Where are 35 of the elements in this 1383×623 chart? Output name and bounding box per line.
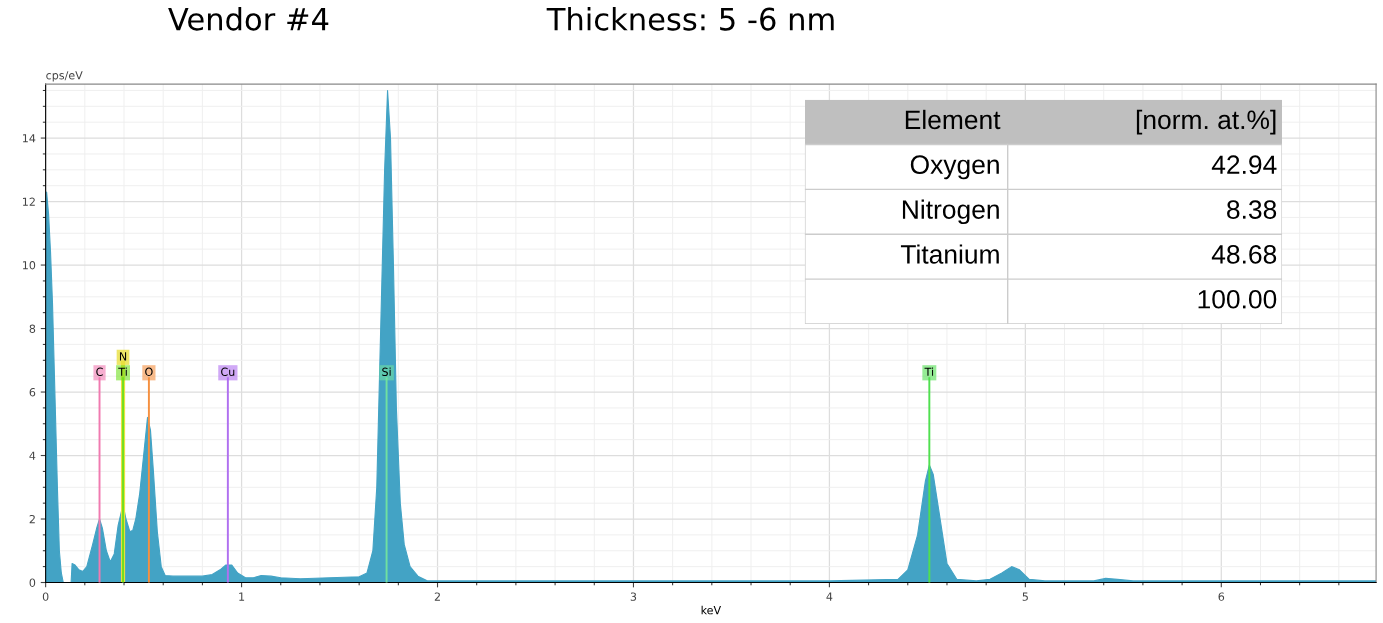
y-tick-label: 0 bbox=[29, 578, 36, 587]
y-tick-label: 2 bbox=[29, 514, 35, 524]
y-tick-label: 10 bbox=[23, 261, 36, 270]
x-axis-title: keV bbox=[701, 605, 721, 615]
chart-title: Vendor #4 bbox=[168, 7, 329, 31]
x-tick-label: 0 bbox=[42, 592, 49, 601]
data-label: 48.68 bbox=[1211, 245, 1277, 264]
text: [norm. at.%] bbox=[1136, 109, 1276, 135]
text: 100.00 bbox=[1198, 289, 1277, 309]
y-axis-title: cps/eV bbox=[46, 71, 83, 82]
x-tick-label: 2 bbox=[434, 592, 440, 601]
data-label: 42.94 bbox=[1211, 155, 1277, 175]
ref-line-label: O bbox=[145, 367, 153, 377]
y-tick-label: 4 bbox=[29, 451, 36, 460]
x-tick-label: 3 bbox=[630, 592, 637, 601]
x-tick-label: 6 bbox=[1218, 592, 1225, 601]
category-label: Oxygen bbox=[910, 155, 999, 180]
chart-subtitle: Thickness: 5 -6 nm bbox=[546, 7, 834, 31]
ref-line-label: Ti bbox=[924, 367, 934, 376]
y-tick-label: 8 bbox=[29, 324, 36, 333]
ref-line-label: Cu bbox=[221, 367, 235, 377]
data-label: 8.38 bbox=[1227, 200, 1277, 219]
x-tick-label: 5 bbox=[1022, 592, 1028, 601]
category-label: Nitrogen bbox=[902, 199, 999, 225]
ref-line-label: Si bbox=[382, 367, 391, 377]
ref-line-label: N bbox=[119, 352, 127, 361]
x-tick-label: 1 bbox=[239, 592, 245, 601]
y-tick-label: 6 bbox=[29, 388, 36, 397]
category-label: Titanium bbox=[900, 244, 999, 264]
ref-line-label: C bbox=[96, 367, 103, 377]
x-tick-label: 4 bbox=[826, 592, 833, 601]
ref-line-label: Ti bbox=[118, 367, 127, 376]
y-tick-label: 12 bbox=[23, 197, 35, 206]
text: Element bbox=[905, 109, 1001, 130]
y-tick-label: 14 bbox=[23, 134, 36, 143]
